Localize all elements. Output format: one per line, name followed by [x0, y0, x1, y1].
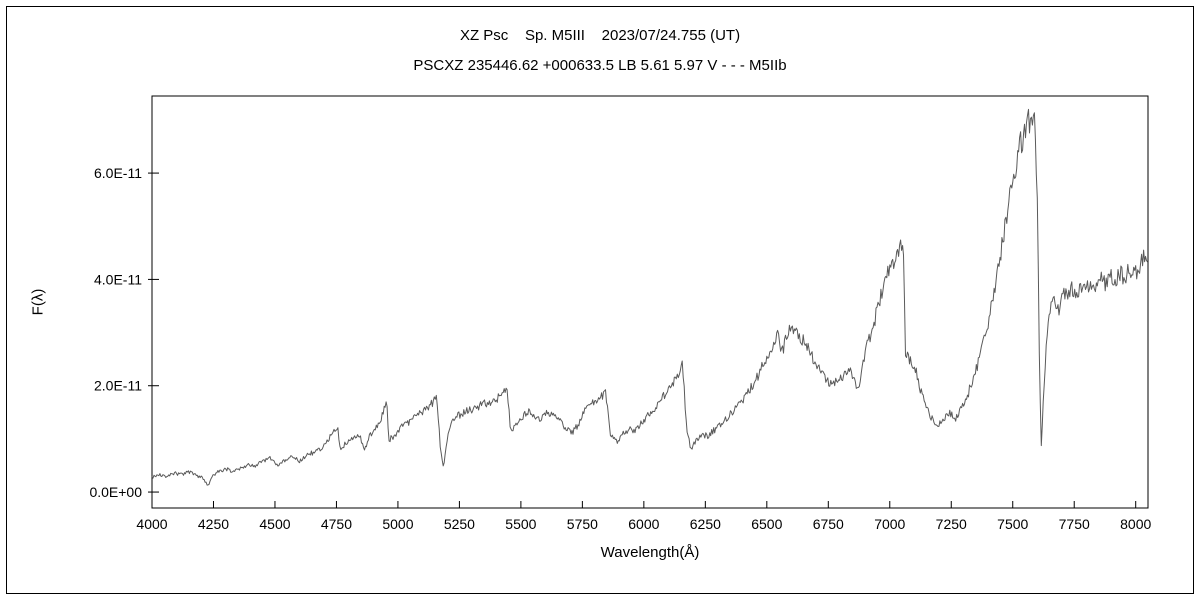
x-tick-label: 4500	[259, 516, 290, 532]
plot-frame	[151, 95, 1149, 509]
x-tick-label: 4750	[321, 516, 352, 532]
x-tick-label: 8000	[1120, 516, 1151, 532]
x-tick-label: 6000	[628, 516, 659, 532]
y-tick-label: 2.0E-11	[94, 378, 142, 394]
x-tick-label: 7750	[1059, 516, 1090, 532]
y-tick-label: 4.0E-11	[94, 271, 142, 287]
chart-title: XZ Psc Sp. M5III 2023/07/24.755 (UT)	[459, 27, 741, 44]
x-tick-label: 5000	[382, 516, 413, 532]
x-tick-label: 7500	[997, 516, 1028, 532]
x-tick-label: 6500	[751, 516, 782, 532]
x-tick-label: 6250	[690, 516, 721, 532]
chart-subtitle: PSCXZ 235446.62 +000633.5 LB 5.61 5.97 V…	[413, 57, 787, 74]
x-tick-label: 5500	[505, 516, 536, 532]
x-tick-label: 7250	[936, 516, 967, 532]
y-tick-label: 0.0E+00	[89, 484, 142, 500]
spectrum-line	[151, 108, 1148, 486]
x-tick-label: 4250	[198, 516, 229, 532]
y-axis-label: F(λ)	[29, 288, 47, 316]
x-tick-label: 5750	[567, 516, 598, 532]
x-tick-label: 5250	[444, 516, 475, 532]
x-tick-label: 7000	[874, 516, 905, 532]
x-axis-label: Wavelength(Å)	[600, 544, 700, 561]
x-tick-label: 4000	[136, 516, 167, 532]
y-tick-label: 6.0E-11	[94, 165, 142, 181]
x-tick-label: 6750	[813, 516, 844, 532]
